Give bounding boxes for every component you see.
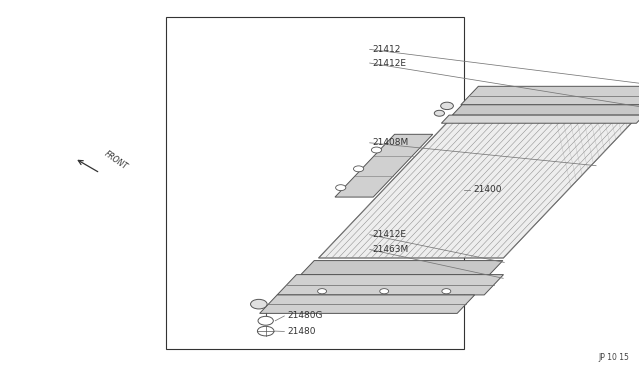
Circle shape	[335, 185, 346, 190]
Text: JP 10 15: JP 10 15	[598, 353, 629, 362]
Circle shape	[442, 289, 451, 294]
Circle shape	[317, 289, 326, 294]
Polygon shape	[461, 86, 640, 105]
Polygon shape	[277, 275, 504, 295]
Polygon shape	[260, 295, 475, 313]
Bar	[166, 17, 464, 349]
Circle shape	[380, 289, 388, 294]
Circle shape	[353, 166, 364, 172]
Text: 21408M: 21408M	[372, 138, 408, 147]
Circle shape	[257, 326, 274, 336]
Text: 21412E: 21412E	[372, 58, 406, 68]
Circle shape	[435, 110, 445, 116]
Polygon shape	[442, 115, 640, 123]
Circle shape	[258, 316, 273, 325]
Polygon shape	[319, 116, 638, 258]
Text: 21412: 21412	[372, 45, 401, 54]
Text: FRONT: FRONT	[102, 149, 129, 171]
Circle shape	[371, 147, 381, 153]
Text: 21480: 21480	[287, 327, 316, 336]
Polygon shape	[335, 134, 433, 197]
Text: 21480G: 21480G	[287, 311, 323, 320]
Circle shape	[250, 299, 267, 309]
Text: 21412E: 21412E	[372, 230, 406, 239]
Text: 21400: 21400	[473, 185, 501, 194]
Circle shape	[441, 102, 453, 110]
Polygon shape	[301, 260, 503, 275]
Text: 21463M: 21463M	[372, 245, 408, 254]
Polygon shape	[452, 105, 640, 115]
